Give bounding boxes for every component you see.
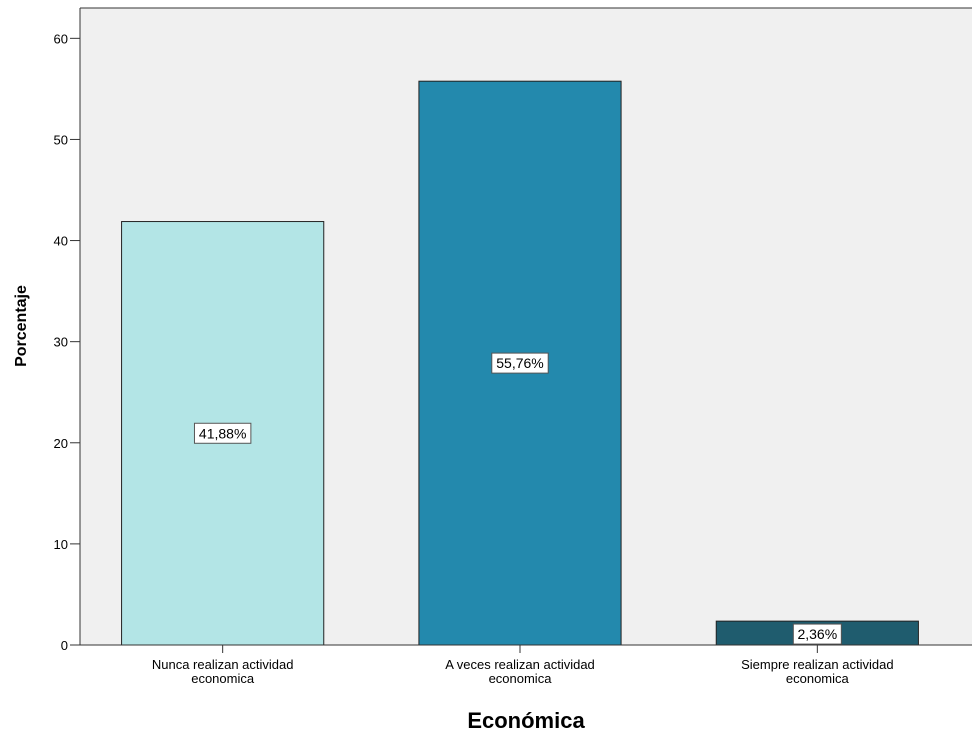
x-axis-title: Económica (467, 708, 585, 733)
data-label-box (792, 623, 842, 645)
y-tick-label: 20 (54, 436, 68, 451)
data-label: 2,36% (797, 626, 837, 642)
x-ticks-group: Nunca realizan actividad economica A veces… (152, 645, 894, 686)
y-ticks-group: 0 10 20 30 40 50 60 (54, 31, 80, 653)
x-tick-label: Nunca realizan actividad economica (152, 657, 294, 686)
y-tick-label: 40 (54, 234, 68, 249)
y-tick-label: 10 (54, 537, 68, 552)
x-tick-label: A veces realizan actividad economica (445, 657, 595, 686)
data-label-box (491, 352, 549, 374)
y-tick-label: 30 (54, 335, 68, 350)
y-tick-label: 0 (61, 638, 68, 653)
y-tick-label: 60 (54, 31, 68, 46)
data-label: 55,76% (496, 355, 543, 371)
data-label-box (193, 422, 252, 444)
y-axis-title: Porcentaje (13, 285, 30, 367)
data-labels-group: 41,88% 55,76% 2,36% (193, 352, 842, 645)
data-label: 41,88% (199, 425, 246, 441)
y-tick-label: 50 (54, 132, 68, 147)
x-tick-label: Siempre realizan actividad economica (741, 657, 893, 686)
